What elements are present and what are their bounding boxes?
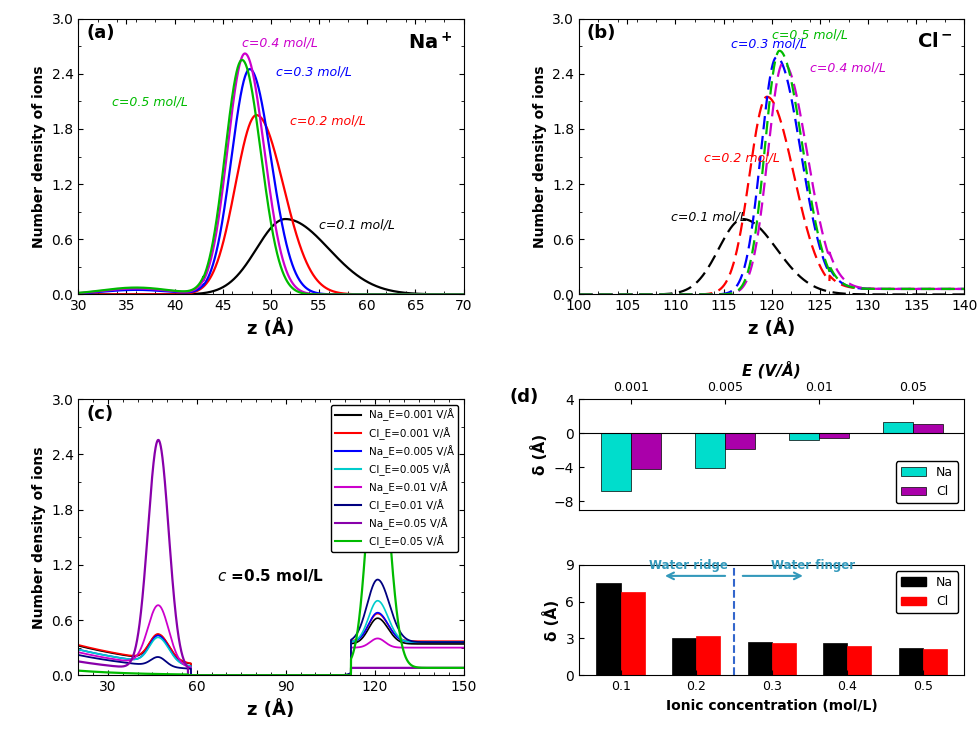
- Text: (c): (c): [86, 405, 113, 423]
- Text: $\mathbf{Cl^-}$: $\mathbf{Cl^-}$: [916, 33, 952, 51]
- Bar: [671, 638, 695, 675]
- X-axis label: z (Å): z (Å): [747, 319, 794, 338]
- Bar: [788, 433, 818, 440]
- Bar: [922, 649, 946, 675]
- Text: c=0.3 mol/L: c=0.3 mol/L: [276, 65, 351, 79]
- Bar: [695, 636, 720, 675]
- Bar: [630, 433, 660, 469]
- Text: $c$ =0.5 mol/L: $c$ =0.5 mol/L: [217, 568, 324, 585]
- Y-axis label: Number density of ions: Number density of ions: [31, 65, 46, 248]
- Y-axis label: δ (Å): δ (Å): [542, 600, 559, 640]
- Text: c=0.1 mol/L: c=0.1 mol/L: [670, 211, 745, 224]
- Legend: Na_E=0.001 V/Å, Cl_E=0.001 V/Å, Na_E=0.005 V/Å, Cl_E=0.005 V/Å, Na_E=0.01 V/Å, C: Na_E=0.001 V/Å, Cl_E=0.001 V/Å, Na_E=0.0…: [331, 404, 458, 552]
- Text: c=0.3 mol/L: c=0.3 mol/L: [731, 38, 806, 51]
- Text: (b): (b): [586, 24, 615, 42]
- Text: c=0.4 mol/L: c=0.4 mol/L: [242, 36, 318, 49]
- Bar: [600, 433, 630, 491]
- Bar: [822, 643, 846, 675]
- Bar: [771, 643, 795, 675]
- Text: Water finger: Water finger: [771, 559, 855, 571]
- X-axis label: z (Å): z (Å): [247, 700, 294, 718]
- Bar: [846, 646, 870, 675]
- Legend: Na, Cl: Na, Cl: [895, 571, 957, 614]
- Bar: [596, 583, 620, 675]
- X-axis label: E (V/Å): E (V/Å): [741, 361, 800, 379]
- Text: $\mathbf{Na^+}$: $\mathbf{Na^+}$: [407, 33, 452, 53]
- Y-axis label: δ (Å): δ (Å): [531, 434, 548, 475]
- Y-axis label: Number density of ions: Number density of ions: [532, 65, 546, 248]
- Text: (a): (a): [86, 24, 114, 42]
- Text: c=0.4 mol/L: c=0.4 mol/L: [810, 62, 885, 75]
- Legend: Na, Cl: Na, Cl: [895, 462, 957, 503]
- Text: c=0.1 mol/L: c=0.1 mol/L: [319, 218, 394, 232]
- Text: c=0.5 mol/L: c=0.5 mol/L: [111, 96, 188, 109]
- Bar: [620, 592, 645, 675]
- Bar: [898, 649, 922, 675]
- X-axis label: z (Å): z (Å): [247, 319, 294, 338]
- Bar: [724, 433, 754, 449]
- Bar: [747, 642, 771, 675]
- X-axis label: Ionic concentration (mol/L): Ionic concentration (mol/L): [665, 699, 876, 712]
- Bar: [911, 424, 942, 433]
- Bar: [694, 433, 724, 468]
- Text: c=0.2 mol/L: c=0.2 mol/L: [289, 114, 366, 128]
- Text: c=0.2 mol/L: c=0.2 mol/L: [703, 151, 779, 164]
- Bar: [818, 433, 848, 438]
- Text: (d): (d): [510, 388, 539, 407]
- Bar: [882, 422, 911, 433]
- Text: Water ridge: Water ridge: [648, 559, 728, 571]
- Text: c=0.5 mol/L: c=0.5 mol/L: [771, 29, 847, 42]
- Y-axis label: Number density of ions: Number density of ions: [31, 446, 46, 628]
